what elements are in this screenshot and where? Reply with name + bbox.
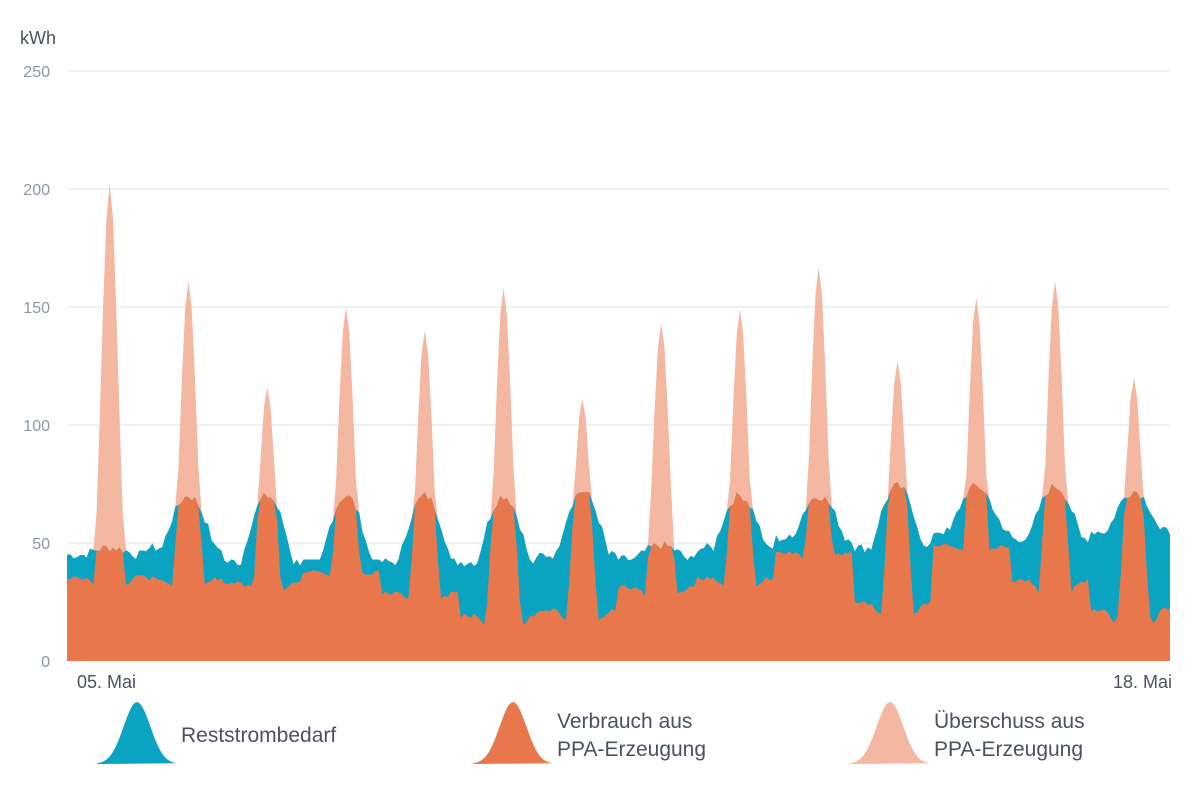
- legend-label: Überschuss aus: [934, 710, 1085, 733]
- legend-item: Verbrauch aus PPA-Erzeugung: [473, 702, 706, 764]
- legend-swatch: [473, 702, 553, 764]
- legend-label: Verbrauch aus: [557, 710, 692, 733]
- legend: Reststrombedarf Verbrauch aus PPA-Erzeugun…: [97, 702, 1085, 764]
- x-tick-label-end: 18. Mai: [1113, 672, 1172, 692]
- y-unit-label: kWh: [20, 28, 56, 48]
- legend-swatch: [97, 702, 177, 764]
- y-tick-label: 250: [23, 64, 50, 81]
- legend-swatch: [850, 702, 930, 764]
- y-tick-label: 200: [23, 182, 50, 199]
- legend-item: Überschuss aus PPA-Erzeugung: [850, 702, 1085, 764]
- x-tick-label-start: 05. Mai: [77, 672, 136, 692]
- series-area-verbrauch: [67, 482, 1170, 661]
- legend-label: Reststrombedarf: [181, 724, 336, 747]
- y-tick-label: 150: [23, 300, 50, 317]
- y-tick-label: 0: [41, 654, 50, 671]
- area-layer: [67, 184, 1170, 662]
- legend-label: PPA-Erzeugung: [557, 738, 706, 761]
- legend-item: Reststrombedarf: [97, 702, 336, 764]
- y-tick-label: 100: [23, 418, 50, 435]
- axis-layer: kWh 05. Mai 18. Mai: [20, 28, 1172, 692]
- y-tick-label: 50: [32, 536, 50, 553]
- legend-label: PPA-Erzeugung: [934, 738, 1083, 761]
